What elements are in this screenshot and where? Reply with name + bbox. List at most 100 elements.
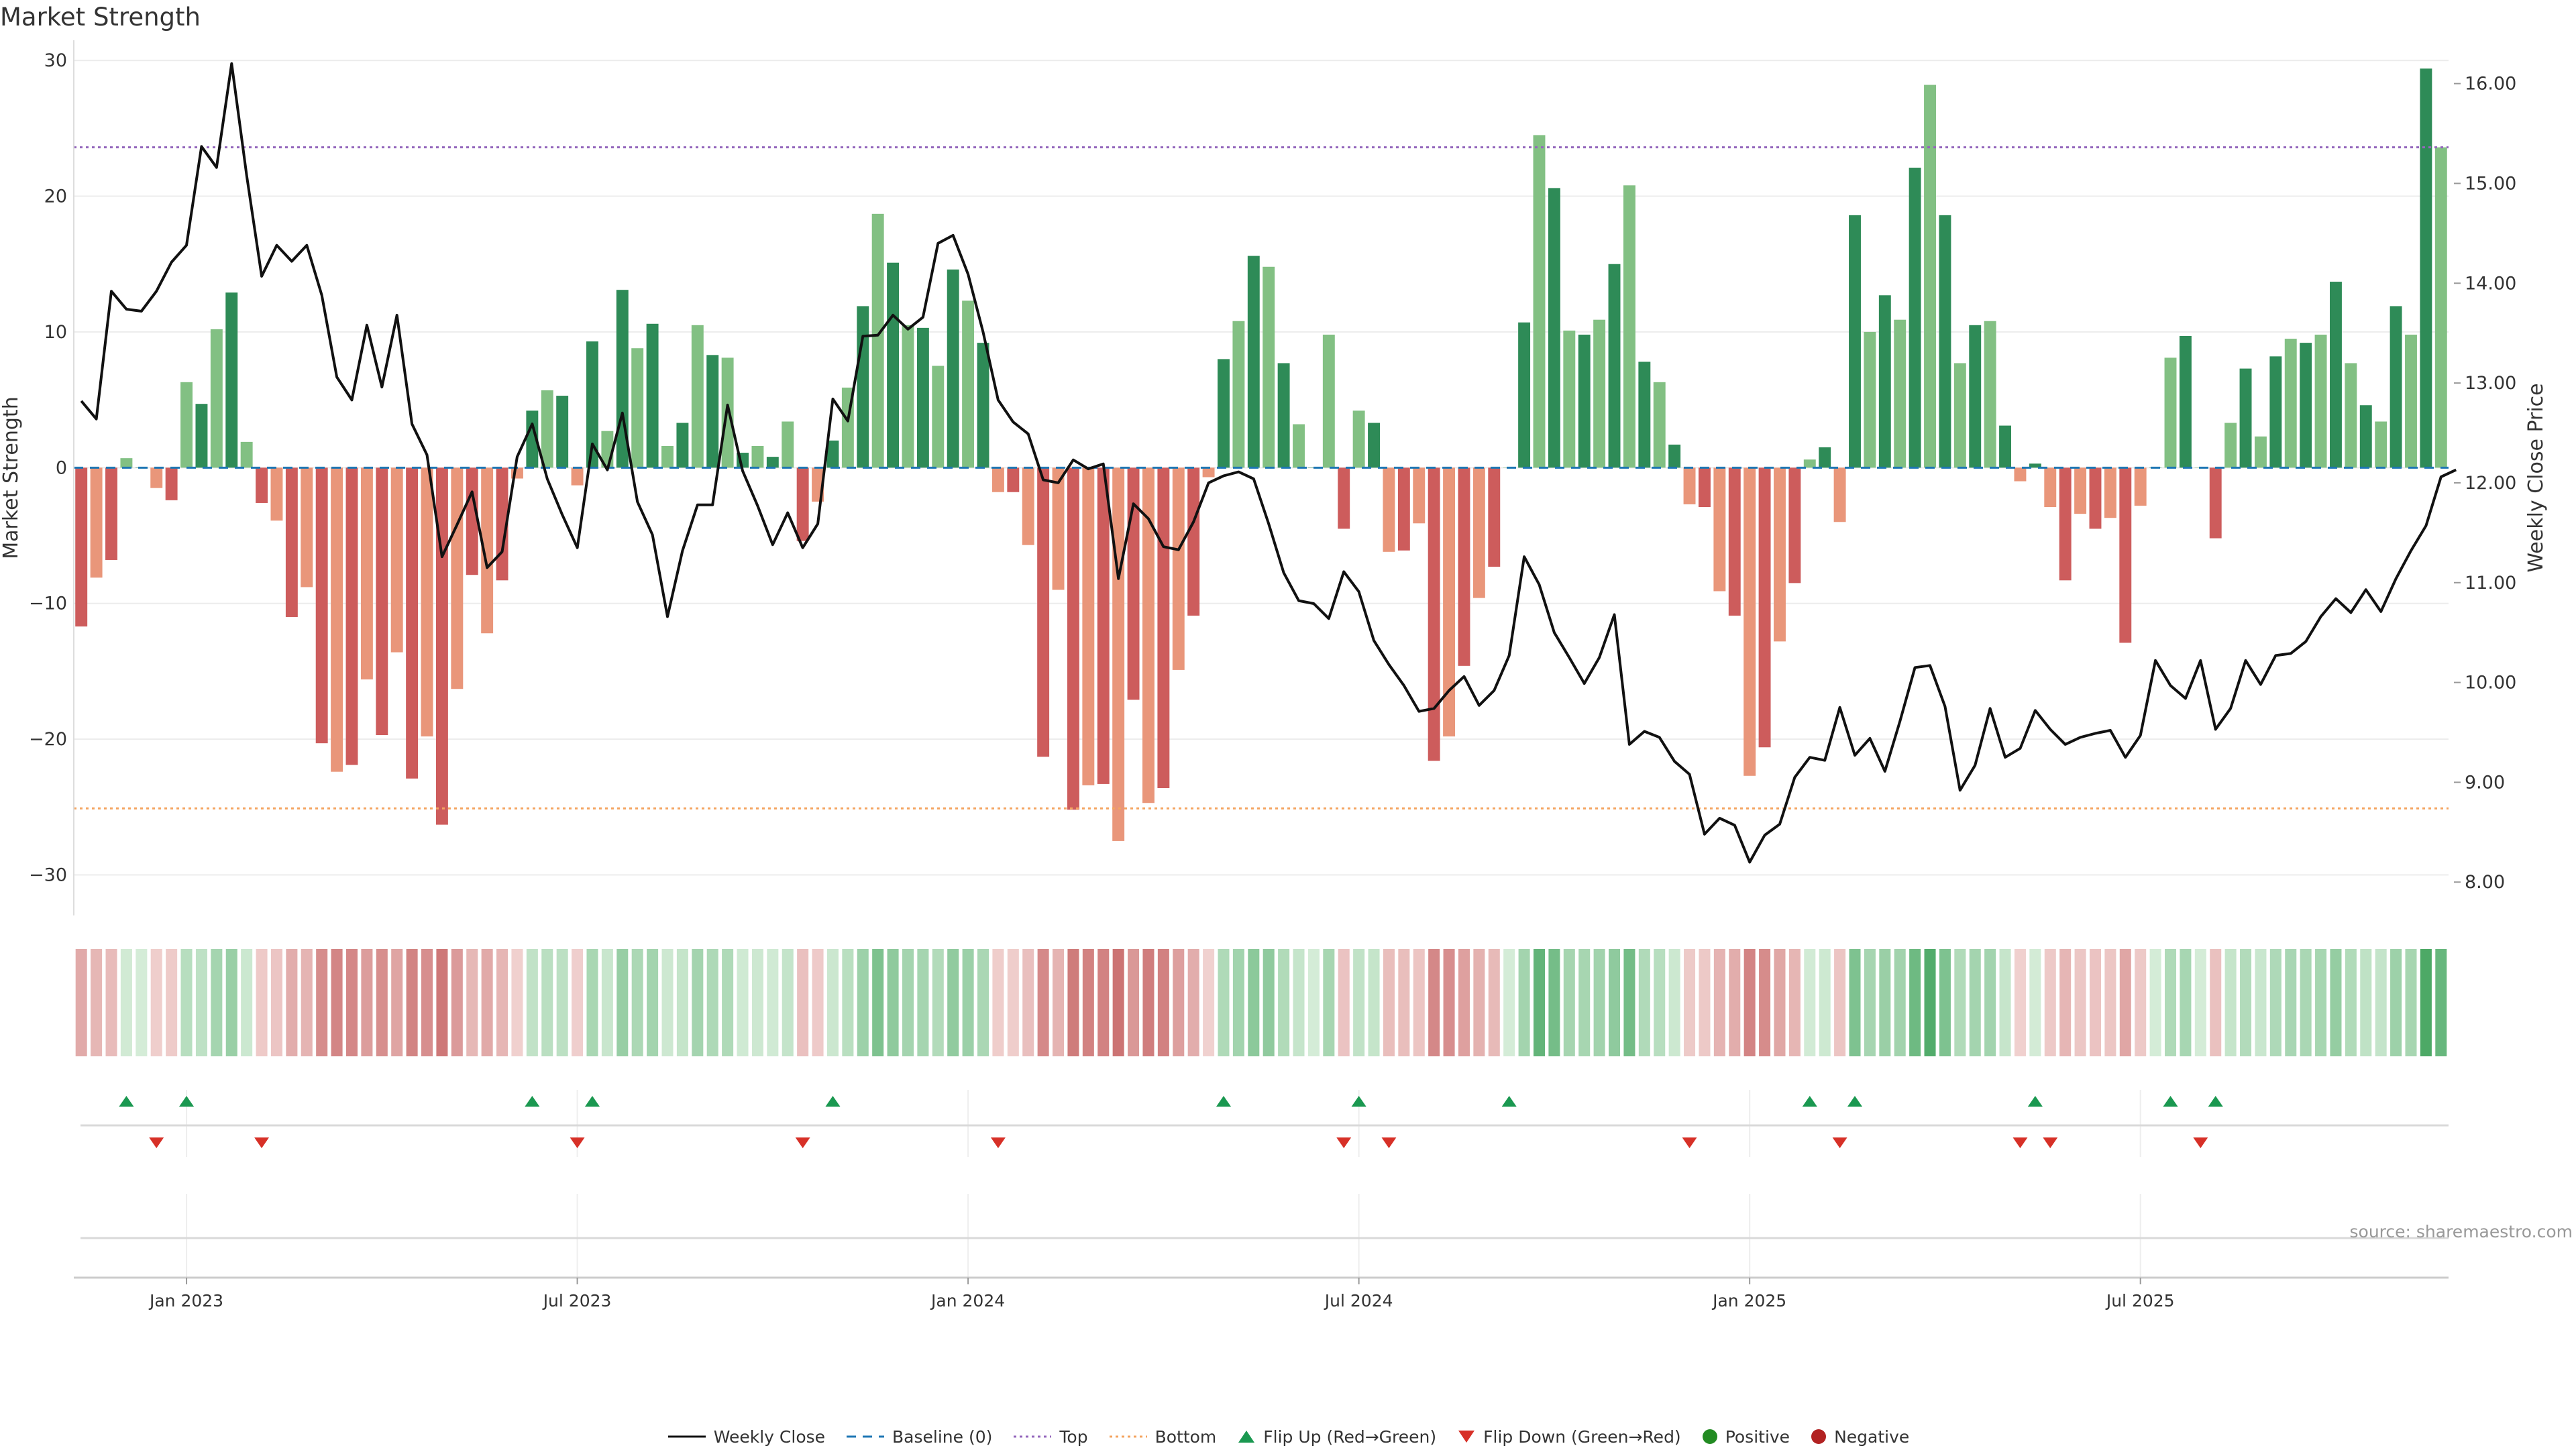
heat-cell[interactable] (647, 949, 659, 1056)
heat-cell[interactable] (737, 949, 749, 1056)
strength-bar[interactable] (2209, 467, 2222, 539)
heat-cell[interactable] (1128, 949, 1140, 1056)
heat-cell[interactable] (947, 949, 959, 1056)
heat-cell[interactable] (286, 949, 298, 1056)
strength-bar[interactable] (2330, 282, 2342, 468)
flip-up-marker[interactable] (1802, 1096, 1817, 1107)
heat-cell[interactable] (631, 949, 643, 1056)
heat-cell[interactable] (1248, 949, 1260, 1056)
strength-bar[interactable] (1984, 321, 1996, 468)
heat-cell[interactable] (1232, 949, 1244, 1056)
heat-cell[interactable] (1788, 949, 1801, 1056)
heat-cell[interactable] (1563, 949, 1575, 1056)
legend-item-flip-down[interactable]: Flip Down (Green→Red) (1456, 1427, 1681, 1447)
heat-cell[interactable] (1533, 949, 1546, 1056)
heat-cell[interactable] (2315, 949, 2327, 1056)
heat-cell[interactable] (301, 949, 313, 1056)
heat-cell[interactable] (105, 949, 117, 1056)
heat-cell[interactable] (1984, 949, 1996, 1056)
strength-bar[interactable] (1518, 322, 1531, 468)
strength-bar[interactable] (1037, 467, 1050, 757)
heat-cell[interactable] (857, 949, 869, 1056)
strength-bar[interactable] (256, 467, 268, 503)
strength-bar[interactable] (1232, 321, 1245, 468)
strength-bar[interactable] (466, 467, 478, 575)
strength-bar[interactable] (1864, 331, 1876, 468)
strength-bar[interactable] (1849, 215, 1861, 468)
heat-cell[interactable] (270, 949, 282, 1056)
strength-bar[interactable] (1668, 444, 1681, 468)
heat-cell[interactable] (2420, 949, 2432, 1056)
heat-cell[interactable] (1729, 949, 1741, 1056)
heat-cell[interactable] (1413, 949, 1425, 1056)
flip-up-marker[interactable] (825, 1096, 841, 1107)
strength-bar[interactable] (2434, 147, 2447, 468)
strength-bar[interactable] (1082, 467, 1095, 785)
heat-cell[interactable] (1157, 949, 1169, 1056)
strength-bar[interactable] (1022, 467, 1034, 545)
heat-cell[interactable] (932, 949, 944, 1056)
strength-bar[interactable] (2224, 423, 2237, 468)
strength-bar[interactable] (526, 410, 539, 468)
flip-down-marker[interactable] (2043, 1137, 2058, 1148)
heat-cell[interactable] (331, 949, 343, 1056)
heat-cell[interactable] (2180, 949, 2192, 1056)
legend-item-bottom[interactable]: Bottom (1108, 1427, 1216, 1447)
heat-cell[interactable] (1699, 949, 1711, 1056)
strength-bar[interactable] (826, 440, 839, 468)
heat-cell[interactable] (1488, 949, 1500, 1056)
strength-bar[interactable] (1878, 295, 1891, 468)
strength-bar[interactable] (1428, 467, 1440, 761)
strength-bar[interactable] (1413, 467, 1426, 524)
strength-bar[interactable] (225, 292, 238, 468)
strength-bar[interactable] (1397, 467, 1410, 551)
strength-bar[interactable] (1067, 467, 1079, 810)
strength-bar[interactable] (210, 329, 223, 468)
legend-item-negative[interactable]: Negative (1810, 1427, 1909, 1447)
strength-bar[interactable] (1352, 410, 1365, 468)
strength-bar[interactable] (1743, 467, 1756, 776)
heat-cell[interactable] (1082, 949, 1094, 1056)
strength-bar[interactable] (2074, 467, 2087, 514)
strength-bar[interactable] (2044, 467, 2057, 508)
heat-cell[interactable] (1743, 949, 1756, 1056)
strength-bar[interactable] (1338, 467, 1350, 529)
heat-cell[interactable] (2375, 949, 2387, 1056)
heat-cell[interactable] (692, 949, 704, 1056)
strength-bar[interactable] (2254, 436, 2267, 468)
strength-bar[interactable] (150, 467, 163, 488)
strength-bar[interactable] (1263, 266, 1275, 468)
flip-down-marker[interactable] (1682, 1137, 1697, 1148)
strength-bar[interactable] (2420, 68, 2432, 468)
heat-cell[interactable] (767, 949, 779, 1056)
strength-bar[interactable] (766, 457, 779, 468)
heat-cell[interactable] (150, 949, 162, 1056)
strength-bar[interactable] (1833, 467, 1846, 522)
strength-bar[interactable] (586, 341, 598, 468)
heat-cell[interactable] (2119, 949, 2131, 1056)
heat-cell[interactable] (2435, 949, 2447, 1056)
heat-cell[interactable] (2135, 949, 2147, 1056)
strength-bar[interactable] (796, 467, 809, 541)
strength-bar[interactable] (691, 325, 704, 468)
strength-bar[interactable] (360, 467, 373, 680)
heat-cell[interactable] (872, 949, 884, 1056)
strength-bar[interactable] (421, 467, 433, 737)
heat-cell[interactable] (2405, 949, 2417, 1056)
heat-cell[interactable] (1022, 949, 1034, 1056)
heat-cell[interactable] (2194, 949, 2206, 1056)
heat-cell[interactable] (1263, 949, 1275, 1056)
heat-cell[interactable] (466, 949, 478, 1056)
heat-cell[interactable] (556, 949, 568, 1056)
heat-cell[interactable] (1713, 949, 1725, 1056)
heat-cell[interactable] (1067, 949, 1079, 1056)
strength-bar[interactable] (390, 467, 403, 653)
heat-cell[interactable] (1443, 949, 1455, 1056)
strength-bar[interactable] (2014, 467, 2027, 482)
strength-bar[interactable] (1488, 467, 1501, 567)
heat-cell[interactable] (241, 949, 253, 1056)
heat-cell[interactable] (526, 949, 538, 1056)
heat-cell[interactable] (2345, 949, 2357, 1056)
flip-down-marker[interactable] (2012, 1137, 2028, 1148)
strength-bar[interactable] (706, 355, 719, 468)
